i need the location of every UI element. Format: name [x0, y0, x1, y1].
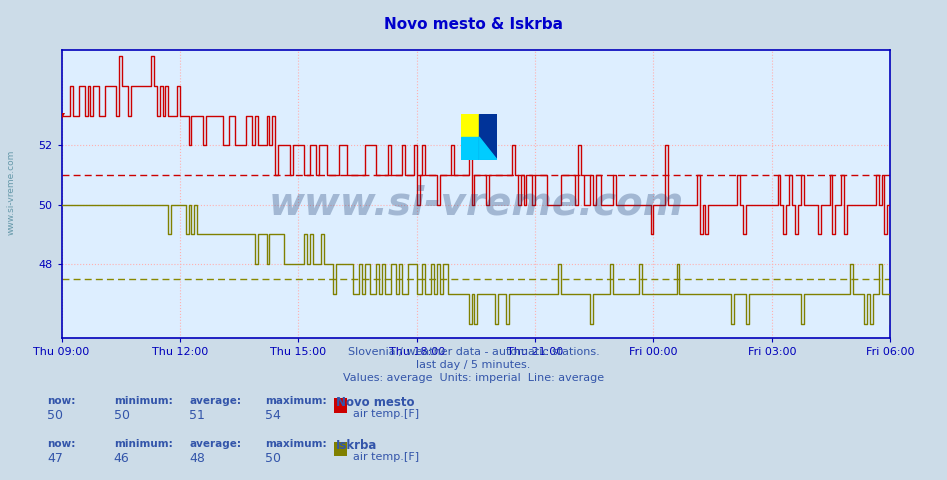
Text: maximum:: maximum: — [265, 396, 327, 406]
Bar — [461, 137, 479, 160]
Text: 50: 50 — [47, 409, 63, 422]
Text: last day / 5 minutes.: last day / 5 minutes. — [417, 360, 530, 370]
Text: air temp.[F]: air temp.[F] — [353, 409, 420, 419]
Text: average:: average: — [189, 396, 241, 406]
Text: 50: 50 — [265, 452, 281, 465]
Text: Iskrba: Iskrba — [336, 439, 378, 452]
Text: average:: average: — [189, 439, 241, 449]
Text: Novo mesto & Iskrba: Novo mesto & Iskrba — [384, 17, 563, 32]
Text: Slovenia / weather data - automatic stations.: Slovenia / weather data - automatic stat… — [348, 347, 599, 357]
Text: 54: 54 — [265, 409, 281, 422]
Text: Values: average  Units: imperial  Line: average: Values: average Units: imperial Line: av… — [343, 373, 604, 384]
Bar — [461, 114, 479, 137]
Text: 50: 50 — [114, 409, 130, 422]
Text: minimum:: minimum: — [114, 439, 172, 449]
Text: 51: 51 — [189, 409, 205, 422]
Text: minimum:: minimum: — [114, 396, 172, 406]
Text: Novo mesto: Novo mesto — [336, 396, 415, 409]
Text: now:: now: — [47, 396, 76, 406]
Text: www.si-vreme.com: www.si-vreme.com — [7, 149, 16, 235]
Text: now:: now: — [47, 439, 76, 449]
Text: 47: 47 — [47, 452, 63, 465]
Text: maximum:: maximum: — [265, 439, 327, 449]
Text: air temp.[F]: air temp.[F] — [353, 452, 420, 462]
Text: www.si-vreme.com: www.si-vreme.com — [268, 184, 684, 222]
Text: 46: 46 — [114, 452, 130, 465]
Polygon shape — [479, 137, 497, 160]
Bar — [479, 114, 497, 160]
Text: 48: 48 — [189, 452, 205, 465]
